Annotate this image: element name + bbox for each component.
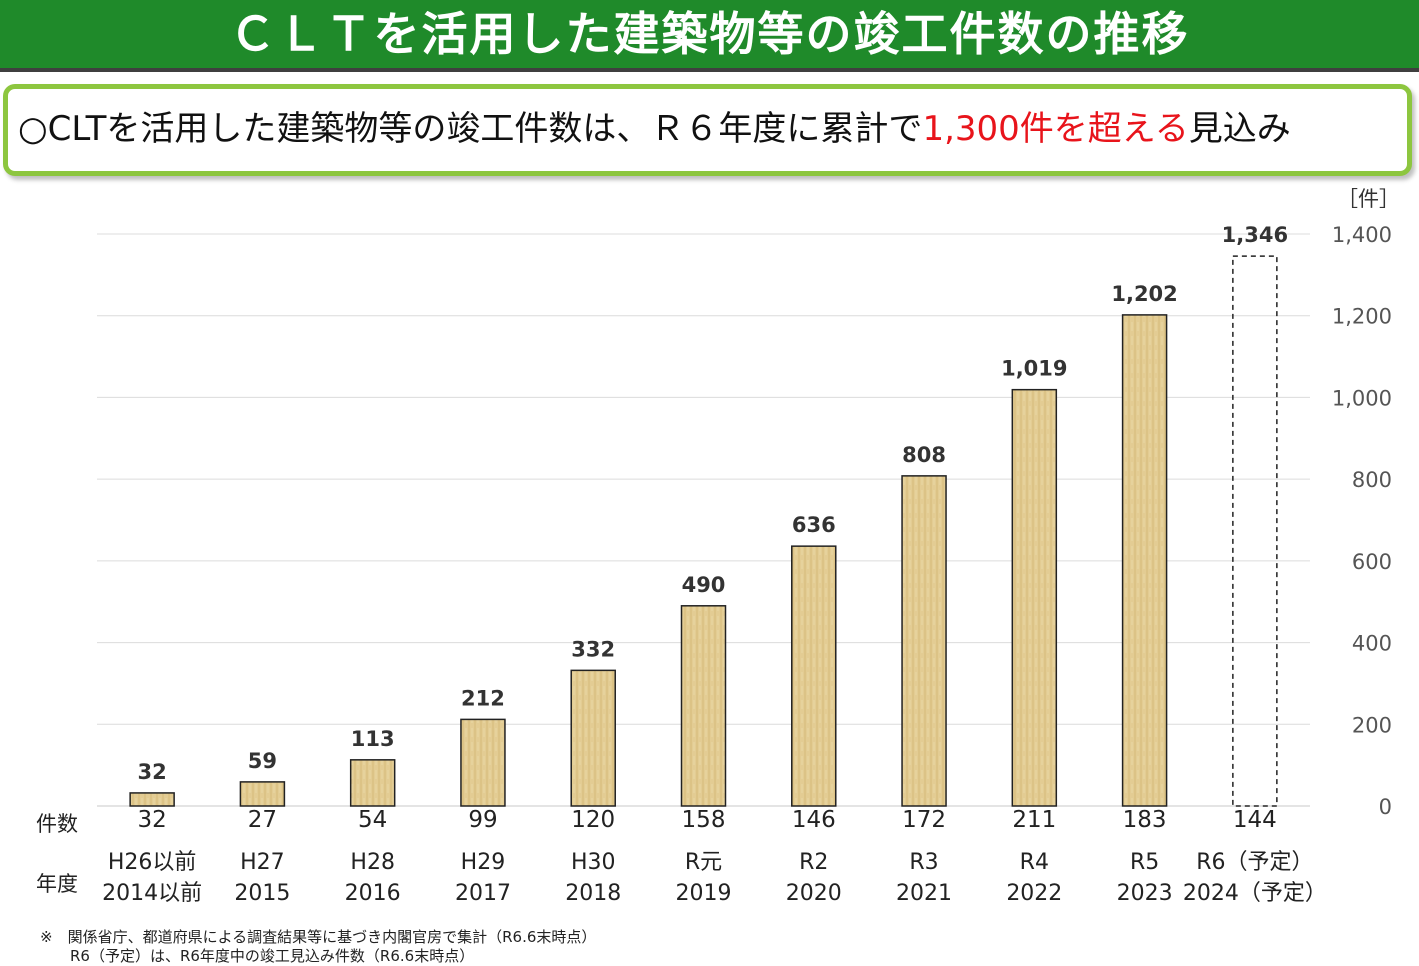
summary-prefix: ○CLTを活用した建築物等の竣工件数は、Ｒ６年度に累計で [18, 109, 923, 149]
footnote-2: R6（予定）は、R6年度中の竣工見込み件数（R6.6末時点） [40, 947, 475, 965]
category-label: R4 [1020, 850, 1049, 875]
annual-count-label: 99 [468, 807, 497, 833]
bar-value-label: 212 [461, 686, 505, 710]
bar-value-label: 808 [902, 443, 946, 467]
footnote-1: ※ 関係省庁、都道府県による調査結果等に基づき内閣官房で集計（R6.6末時点） [40, 928, 597, 946]
page-title: ＣＬＴを活用した建築物等の竣工件数の推移 [229, 7, 1190, 61]
category-label: R6（予定） [1196, 850, 1313, 875]
y-tick-label: 800 [1352, 468, 1392, 492]
bar-value-label: 59 [248, 749, 277, 773]
annual-count-label: 146 [792, 807, 836, 833]
category-year-label: 2020 [786, 881, 842, 906]
bar [349, 759, 396, 807]
category-label: R5 [1130, 850, 1159, 875]
bar [239, 781, 286, 807]
category-label: R2 [799, 850, 828, 875]
annual-count-label: 158 [682, 807, 726, 833]
bar-value-label: 636 [792, 513, 836, 537]
bar-planned [1232, 255, 1278, 807]
y-tick-label: 400 [1352, 632, 1392, 656]
category-label: R3 [909, 850, 938, 875]
bar-value-label: 32 [138, 760, 167, 784]
y-tick-label: 1,400 [1332, 223, 1392, 247]
category-year-label: 2018 [565, 881, 621, 906]
bar-value-label: 490 [682, 573, 726, 597]
summary-highlight: 1,300件を超える [922, 109, 1189, 149]
category-year-label: 2014以前 [102, 881, 202, 906]
annual-count-label: 211 [1012, 807, 1056, 833]
title-bar: ＣＬＴを活用した建築物等の竣工件数の推移 [0, 0, 1419, 72]
annual-count-label: 144 [1233, 807, 1277, 833]
bar [460, 718, 506, 807]
y-tick-label: 1,000 [1332, 386, 1392, 410]
annual-count-label: 54 [358, 807, 387, 833]
category-year-label: 2015 [234, 881, 290, 906]
annual-count-label: 120 [571, 807, 615, 833]
bar [901, 475, 947, 807]
year-row-label: 年度 [36, 872, 78, 896]
bar [570, 669, 616, 807]
summary-suffix: 見込み [1188, 109, 1291, 149]
y-tick-label: 600 [1352, 550, 1392, 574]
category-label: H26以前 [108, 850, 197, 875]
bar [680, 605, 727, 807]
y-tick-label: 200 [1352, 713, 1392, 737]
count-row-label: 件数 [36, 812, 78, 836]
bar [129, 792, 175, 807]
category-year-label: 2016 [345, 881, 401, 906]
y-tick-label: 1,200 [1332, 305, 1392, 329]
annual-count-label: 32 [137, 807, 166, 833]
category-year-label: 2023 [1117, 881, 1173, 906]
bar-value-label: 1,346 [1222, 223, 1288, 247]
annual-count-label: 27 [248, 807, 277, 833]
annual-count-label: 183 [1123, 807, 1167, 833]
bar-value-label: 332 [571, 637, 615, 661]
unit-label: ［件］ [1337, 187, 1400, 211]
category-label: H30 [571, 850, 616, 875]
bar [791, 545, 837, 807]
summary-box: ○CLTを活用した建築物等の竣工件数は、Ｒ６年度に累計で1,300件を超える見込… [3, 84, 1412, 176]
category-year-label: 2022 [1006, 881, 1062, 906]
category-label: R元 [685, 850, 722, 875]
annual-count-label: 172 [902, 807, 946, 833]
category-year-label: 2017 [455, 881, 511, 906]
category-label: H29 [461, 850, 506, 875]
y-tick-label: 0 [1379, 795, 1392, 819]
category-label: H27 [240, 850, 285, 875]
bar [1121, 314, 1168, 807]
category-label: H28 [350, 850, 395, 875]
bar-value-label: 1,019 [1001, 357, 1067, 381]
bar [1011, 388, 1058, 807]
category-year-label: 2021 [896, 881, 952, 906]
summary-text: ○CLTを活用した建築物等の竣工件数は、Ｒ６年度に累計で1,300件を超える見込… [18, 105, 1291, 153]
bar-value-label: 113 [351, 727, 395, 751]
bar-value-label: 1,202 [1111, 282, 1177, 306]
category-year-label: 2019 [676, 881, 732, 906]
category-year-label: 2024（予定） [1183, 881, 1327, 906]
